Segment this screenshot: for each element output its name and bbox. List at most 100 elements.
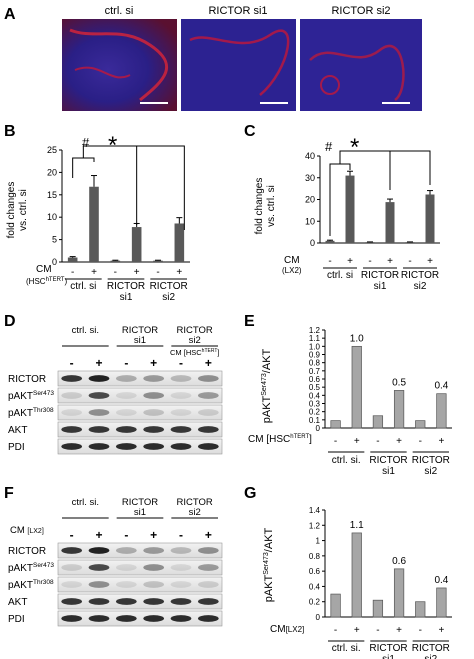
- panel-c-hash: #: [325, 139, 333, 154]
- group-label: RICTOR: [361, 270, 399, 281]
- blot-band: [115, 443, 137, 450]
- blot-cm-sign: +: [150, 528, 157, 542]
- cm-sign: +: [354, 436, 360, 447]
- data-label: 1.0: [350, 333, 364, 344]
- bar: [174, 223, 185, 262]
- blot-row-label: RICTOR: [8, 374, 46, 385]
- group-label: ctrl. si: [327, 270, 353, 281]
- blot-strip: [57, 421, 223, 438]
- group-label: RICTOR: [412, 455, 450, 466]
- blot-band: [170, 547, 192, 554]
- blot-strip: [57, 370, 223, 387]
- y-tick-label: 0: [310, 238, 315, 248]
- blot-row-label: RICTOR: [8, 546, 46, 557]
- blot-band: [115, 598, 137, 605]
- panel-b-star: *: [108, 132, 117, 159]
- blot-band: [197, 443, 219, 450]
- group-label: RICTOR: [369, 455, 407, 466]
- blot-band: [61, 426, 83, 433]
- y-tick-label: 0: [316, 613, 321, 622]
- cm-sign: +: [396, 625, 402, 636]
- blot-strip: [57, 404, 223, 421]
- panel-letter-a: A: [4, 6, 16, 23]
- blot-band: [88, 409, 110, 416]
- blot-band: [197, 426, 219, 433]
- blot-group-label: ctrl. si.: [72, 325, 99, 336]
- bar: [393, 390, 405, 429]
- group-label: RICTOR: [150, 281, 188, 292]
- y-tick-label: 1.1: [309, 334, 321, 343]
- blot-band: [197, 615, 219, 622]
- micrograph-label-si2: RICTOR si2: [331, 5, 390, 17]
- bar: [345, 175, 355, 243]
- blot-band: [88, 564, 110, 571]
- y-tick-label: 0.4: [309, 582, 321, 591]
- blot-band: [88, 615, 110, 622]
- cm-sign: -: [334, 625, 337, 636]
- blot-band: [88, 443, 110, 450]
- blot-group-label: si1: [134, 507, 146, 518]
- group-label: si2: [424, 466, 437, 477]
- blot-band: [88, 375, 110, 382]
- blot-band: [197, 392, 219, 399]
- bar: [325, 240, 335, 243]
- blot-band: [61, 598, 83, 605]
- bar: [351, 532, 362, 618]
- micrograph-ctrl: [62, 19, 177, 111]
- cm-sign: +: [91, 267, 97, 278]
- blot-group-label: si2: [189, 335, 201, 346]
- y-tick-label: 10: [305, 216, 315, 226]
- y-tick-label: 0.6: [309, 567, 321, 576]
- micrograph-label-si1: RICTOR si1: [208, 5, 267, 17]
- blot-row-label: pAKTThr308: [8, 407, 54, 419]
- group-label: RICTOR: [412, 643, 450, 654]
- blot-strip: [57, 387, 223, 404]
- panel-b-cm-label: CM: [36, 264, 52, 275]
- blot-band: [61, 564, 83, 571]
- cm-sign: -: [368, 256, 371, 267]
- y-tick-label: 0.9: [309, 351, 321, 360]
- group-label: RICTOR: [401, 270, 439, 281]
- panel-c-cm-label: CM: [284, 255, 300, 266]
- blot-cm-label: CM [LX2]: [10, 525, 44, 536]
- y-tick-label: 0.7: [309, 367, 321, 376]
- panel-letter-d: D: [4, 313, 16, 330]
- blot-row-label: AKT: [8, 425, 27, 436]
- bar: [436, 393, 447, 429]
- blot-band: [197, 564, 219, 571]
- bar: [365, 242, 375, 243]
- blot-band: [88, 426, 110, 433]
- blot-strip: [57, 542, 223, 559]
- blot-band: [143, 375, 165, 382]
- cm-sign: +: [354, 625, 360, 636]
- panel-letter-c: C: [244, 123, 256, 140]
- micrograph-rictor-si2: [300, 19, 422, 111]
- group-label: ctrl. si: [70, 281, 96, 292]
- bar: [385, 202, 395, 243]
- blot-band: [115, 564, 137, 571]
- group-label: RICTOR: [107, 281, 145, 292]
- micrograph-label-ctrl: ctrl. si: [105, 5, 134, 17]
- bar: [351, 345, 362, 429]
- blot-band: [143, 392, 165, 399]
- y-tick-label: 25: [47, 145, 57, 155]
- blot-row-label: AKT: [8, 597, 27, 608]
- data-label: 1.1: [350, 520, 364, 531]
- bar: [425, 194, 435, 243]
- panel-g-ylabel: pAKTSer473/AKT: [263, 527, 275, 602]
- blot-cm-label: CM [HSChTERT]: [170, 348, 220, 357]
- blot-group-label: si1: [134, 335, 146, 346]
- blot-row-label: pAKTThr308: [8, 579, 54, 591]
- significance-bracket: [82, 145, 185, 230]
- blot-band: [115, 547, 137, 554]
- y-tick-label: 5: [52, 235, 57, 245]
- panel-c-cm-sub: (LX2): [282, 266, 302, 275]
- blot-strip: [57, 438, 223, 455]
- group-label: si1: [120, 292, 133, 303]
- blot-band: [170, 409, 192, 416]
- bar: [67, 257, 78, 262]
- cm-sign: +: [438, 436, 444, 447]
- bar: [131, 227, 142, 262]
- data-label: 0.5: [392, 377, 406, 388]
